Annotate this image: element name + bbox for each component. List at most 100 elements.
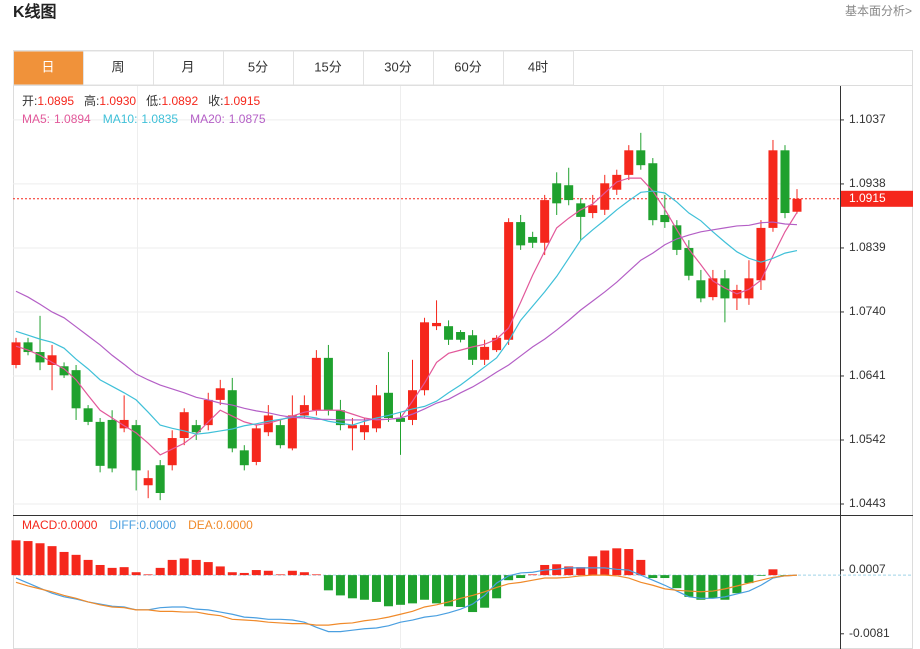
tab[interactable] [223, 50, 294, 86]
macd-bar [131, 572, 141, 576]
ohlc-value: 1.0892 [161, 94, 198, 108]
candle-body [191, 425, 201, 433]
ohlc-name: 高: [84, 93, 99, 108]
candle-body [71, 370, 81, 409]
candle-body [359, 425, 369, 433]
macd-bar [528, 574, 538, 576]
macd-bar [672, 575, 682, 589]
legend-name: MA10: [103, 112, 138, 126]
macd-bar [516, 575, 526, 579]
candle-body [203, 399, 213, 426]
tab[interactable] [13, 50, 84, 86]
ohlc-value: 1.0930 [99, 94, 136, 108]
ohlc-value: 1.0895 [37, 94, 74, 108]
macd-bar [239, 572, 249, 576]
legend-value: 1.0894 [54, 112, 91, 126]
candle-body [456, 332, 466, 340]
tab[interactable] [503, 50, 574, 86]
candle-body [432, 322, 442, 327]
candle-body [215, 388, 225, 400]
candle-body [47, 355, 57, 365]
tab-label[interactable]: 周 [111, 59, 124, 74]
candle-body [468, 335, 478, 360]
macd-bar [588, 556, 598, 576]
candle-body [35, 352, 45, 363]
candle-body [383, 392, 393, 419]
macd-bar [504, 575, 514, 581]
tab-label[interactable]: 15分 [314, 59, 341, 74]
macd-bar [323, 575, 333, 591]
page-title: K线图 [13, 2, 57, 21]
ohlc-name: 低: [146, 94, 161, 108]
legend-name: MA20: [190, 112, 225, 126]
candle-body [95, 421, 105, 466]
macd-bar [179, 558, 189, 576]
macd-bar [660, 575, 670, 579]
macd-bar [359, 575, 369, 600]
tab[interactable] [153, 50, 224, 86]
indicator-line [15, 221, 798, 421]
y-tick-label: 1.0839 [849, 240, 886, 254]
candle-body [371, 395, 381, 429]
candle-body [444, 326, 454, 340]
tab-bar: 日 周 月 5分 15分 30分 60分 4时 [13, 50, 574, 86]
candle-body [696, 280, 706, 299]
tab-label[interactable]: 日 [41, 59, 54, 74]
macd-bar [612, 548, 622, 576]
candle-body [335, 410, 345, 426]
macd-bar [311, 574, 321, 576]
legend-name: MA5: [22, 112, 50, 126]
tab-label[interactable]: 5分 [248, 59, 268, 74]
candle-body [792, 198, 802, 212]
macd-bar [155, 567, 165, 576]
macd-bar [11, 540, 21, 576]
macd-bar [119, 567, 129, 576]
candle-body [516, 222, 526, 246]
macd-bar [444, 575, 454, 607]
candle-body [420, 322, 430, 391]
indicator-line [15, 177, 798, 456]
legend-name: DIFF: [109, 518, 139, 532]
candle-body [167, 438, 177, 466]
tab-label[interactable]: 30分 [384, 59, 411, 74]
macd-bar [35, 543, 45, 576]
tab[interactable] [433, 50, 504, 86]
candle-body [600, 183, 610, 210]
candle-body [504, 222, 514, 340]
macd-bar [408, 575, 418, 604]
macd-bar [335, 575, 345, 596]
candle-body [756, 227, 766, 281]
y-tick-label: 0.0007 [849, 562, 886, 576]
macd-bar [263, 570, 273, 576]
macd-bar [600, 550, 610, 576]
candle-body [768, 150, 778, 228]
macd-bar [432, 575, 442, 604]
candle-body [107, 419, 117, 469]
tab-label[interactable]: 月 [181, 59, 194, 74]
y-tick-label: -0.0081 [849, 626, 890, 640]
macd-bar [347, 575, 357, 599]
macd-bar [227, 572, 237, 576]
legend-name: DEA: [188, 518, 216, 532]
candle-body [323, 357, 333, 411]
macd-bar [71, 554, 81, 576]
macd-info: MACD:0.0000 DIFF:0.0000 DEA:0.0000 [22, 518, 253, 532]
ohlc-info: 开:1.0895 高:1.0930 低:1.0892 收:1.0915 [22, 93, 261, 108]
candle-body [660, 214, 670, 223]
tab-label[interactable]: 60分 [454, 59, 481, 74]
last-price-tag [841, 190, 913, 207]
tab-label[interactable]: 4时 [528, 59, 548, 74]
candle-body [347, 425, 357, 429]
candle-body [59, 366, 69, 376]
tab[interactable] [363, 50, 434, 86]
candle-body [540, 200, 550, 243]
fundamental-link[interactable]: 基本面分析> [845, 4, 912, 18]
legend-value: 0.0000 [139, 518, 176, 532]
y-tick-label: 1.0641 [849, 368, 886, 382]
indicator-line [15, 574, 798, 626]
macd-bar [107, 567, 117, 576]
candle-body [588, 205, 598, 214]
candle-body [299, 405, 309, 416]
macd-bar [564, 566, 574, 576]
